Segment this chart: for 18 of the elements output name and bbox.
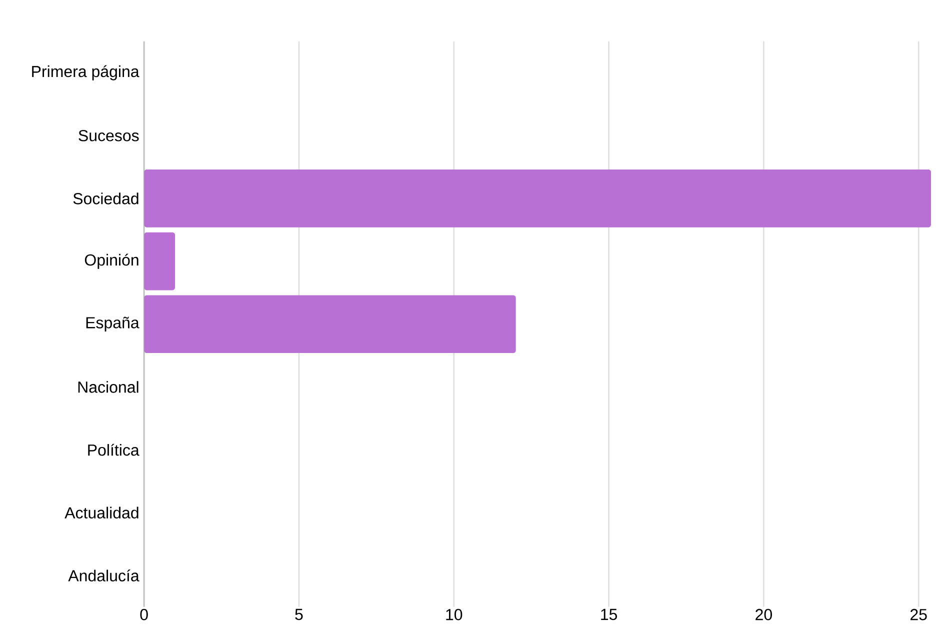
y-tick-label: Sucesos [78, 130, 139, 142]
y-tick-label: Política [88, 444, 140, 456]
bar [144, 169, 931, 228]
x-tick-label: 5 [295, 608, 303, 620]
y-tick-label: Nacional [78, 380, 138, 393]
y-tick-label: Opinión [84, 254, 138, 269]
bar [144, 295, 516, 353]
x-tick-label: 10 [446, 608, 462, 620]
y-tick-label: Primera página [32, 65, 140, 80]
y-tick-label: Sociedad [73, 192, 138, 204]
x-tick-label: 25 [910, 608, 927, 620]
y-tick-label: Andalucía [68, 569, 140, 582]
bar [144, 232, 176, 290]
y-tick-label: Actualidad [64, 506, 138, 518]
x-tick-label: 0 [140, 608, 148, 620]
y-tick-label: España [86, 316, 140, 332]
x-tick-label: 15 [601, 608, 617, 620]
x-tick-label: 20 [756, 608, 772, 620]
